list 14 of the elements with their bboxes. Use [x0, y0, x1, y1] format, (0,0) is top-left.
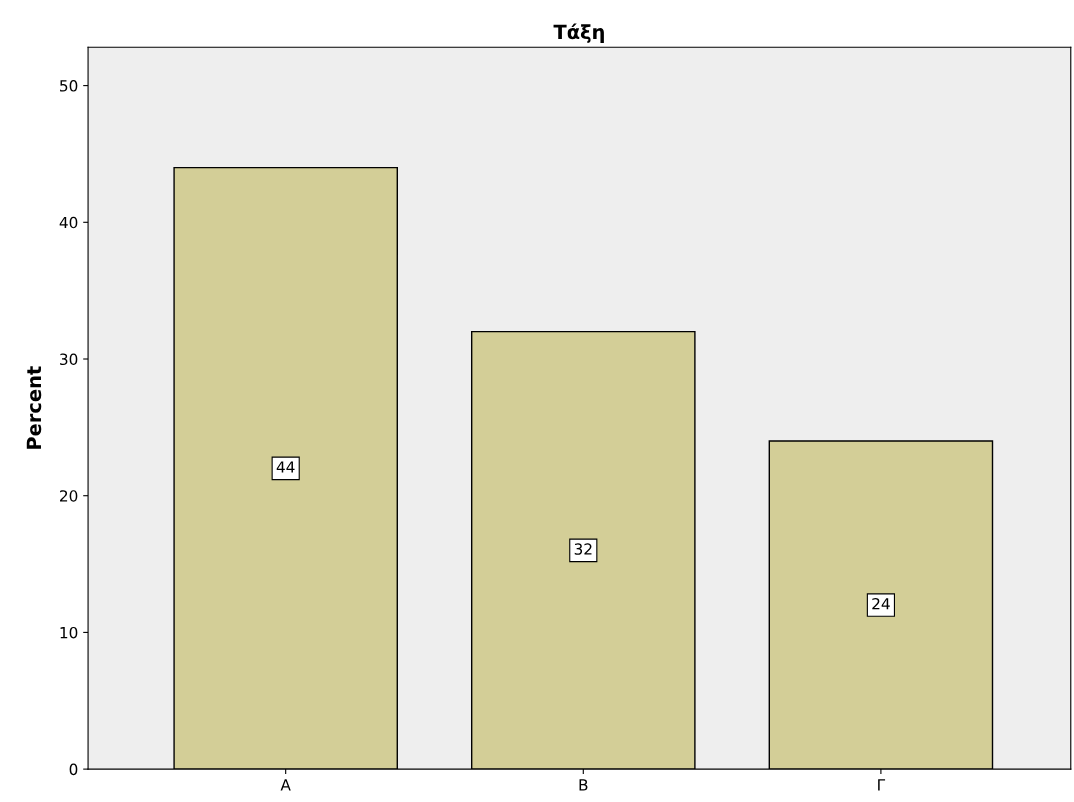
y-tick-label: 0 [69, 763, 78, 776]
data-label: 44 [276, 461, 295, 473]
data-label: 24 [872, 597, 890, 610]
y-tick-label: 30 [60, 353, 78, 366]
y-axis-title: Percent [26, 366, 42, 449]
x-tick-label: Γ [878, 779, 886, 791]
y-tick-label: 10 [60, 626, 78, 639]
x-tick-label: Β [579, 779, 588, 791]
y-tick-label: 40 [59, 216, 78, 229]
x-tick-label: Α [280, 779, 291, 791]
y-tick-label: 20 [60, 490, 78, 502]
data-label: 32 [574, 543, 592, 555]
chart-title: Τάξη [553, 23, 604, 44]
y-tick-label: 50 [60, 80, 78, 92]
